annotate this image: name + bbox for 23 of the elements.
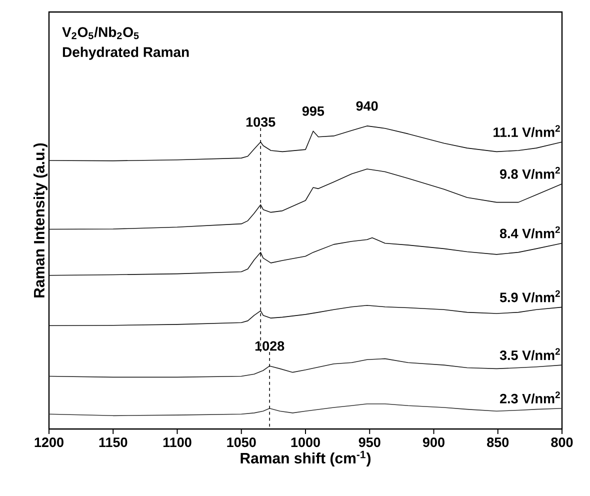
annotation: 1028	[255, 341, 284, 351]
series-label: 9.8 V/nm$^{2}$	[500, 166, 560, 179]
annotation: 940	[356, 101, 378, 111]
chart-title: V$_{2}$O$_{5}$/Nb$_{2}$O$_{5}$	[62, 26, 139, 40]
series-label: 8.4 V/nm$^{2}$	[500, 226, 560, 238]
x-tick-label: 1000	[291, 438, 320, 448]
x-tick-label: 900	[422, 438, 444, 448]
annotation: 995	[302, 106, 324, 116]
series-label: 2.3 V/nm$^{2}$	[500, 391, 560, 404]
x-tick-label: 950	[358, 438, 380, 448]
x-tick-label: 1200	[34, 438, 64, 448]
x-tick-label: 1150	[99, 438, 128, 448]
y-axis-title: Raman Intensity (a.u.)	[33, 143, 48, 298]
chart-subtitle: Dehydrated Raman	[62, 46, 189, 60]
x-axis-title: Raman shift (cm$^{-1}$)	[240, 450, 371, 466]
series-label: 5.9 V/nm$^{2}$	[500, 290, 560, 302]
series-label: 3.5 V/nm$^{2}$	[500, 348, 560, 360]
x-tick-label: 1050	[227, 438, 256, 448]
x-tick-label: 800	[551, 438, 573, 448]
annotation: 1035	[246, 117, 276, 127]
x-tick-label: 850	[487, 438, 509, 448]
series-label: 11.1 V/nm$^{2}$	[494, 125, 560, 138]
x-tick-label: 1100	[163, 438, 192, 448]
